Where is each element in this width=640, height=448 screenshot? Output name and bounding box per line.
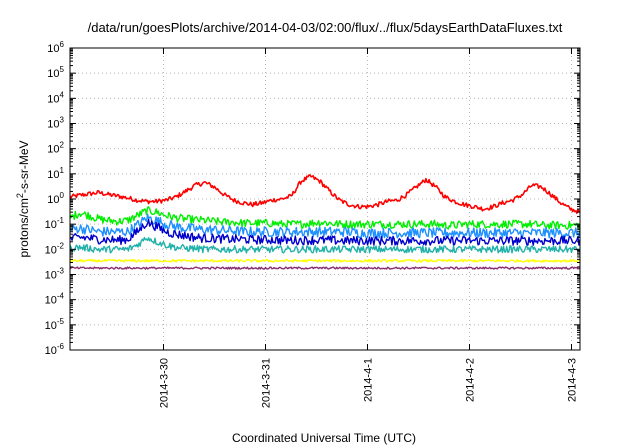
x-tick-label: 2014-4-1	[363, 358, 375, 402]
y-tick-labels: 10-6 10-5 10-4 10-3 10-2 10-1 100 101 102 103 104 1…	[45, 40, 65, 357]
y-axis-label-superscript: 2	[15, 193, 25, 198]
series-line	[69, 218, 581, 246]
y-tick-label: 10-1	[45, 216, 65, 231]
y-tick-label: 103	[47, 116, 64, 131]
series-line	[69, 213, 581, 239]
chart-title: /data/run/goesPlots/archive/2014-04-03/0…	[88, 20, 563, 35]
y-axis-label: protons/cm2-s-sr-MeV	[15, 140, 31, 257]
y-tick-label: 106	[47, 40, 64, 55]
x-tick-label: 2014-3-31	[261, 358, 273, 408]
y-tick-label: 105	[47, 65, 64, 80]
y-axis-label-main: protons/cm	[17, 198, 31, 257]
y-tick-label: 102	[47, 141, 64, 156]
x-tick-label: 2014-4-3	[567, 358, 579, 402]
y-tick-label: 100	[47, 191, 64, 206]
y-tick-label: 104	[47, 90, 64, 105]
x-tick-labels: 2014-3-30 2014-3-31 2014-4-1 2014-4-2 2014-4…	[159, 358, 579, 408]
series-line	[69, 236, 581, 254]
series-line	[69, 258, 581, 263]
series-line	[69, 174, 581, 214]
y-tick-label: 10-6	[45, 342, 65, 357]
x-tick-label: 2014-4-2	[465, 358, 477, 402]
y-tick-label: 101	[47, 166, 64, 181]
x-axis-label: Coordinated Universal Time (UTC)	[232, 431, 416, 445]
series-line	[69, 206, 581, 230]
tick-marks	[70, 47, 580, 351]
y-tick-label: 10-2	[45, 241, 65, 256]
x-tick-label: 2014-3-30	[159, 358, 171, 408]
y-axis-label-rest: -s-sr-MeV	[17, 140, 31, 193]
grid	[70, 48, 580, 350]
y-tick-label: 10-4	[45, 292, 65, 307]
series-line	[69, 266, 581, 270]
series-layer	[69, 174, 581, 270]
y-tick-label: 10-5	[45, 317, 65, 332]
y-tick-label: 10-3	[45, 267, 65, 282]
